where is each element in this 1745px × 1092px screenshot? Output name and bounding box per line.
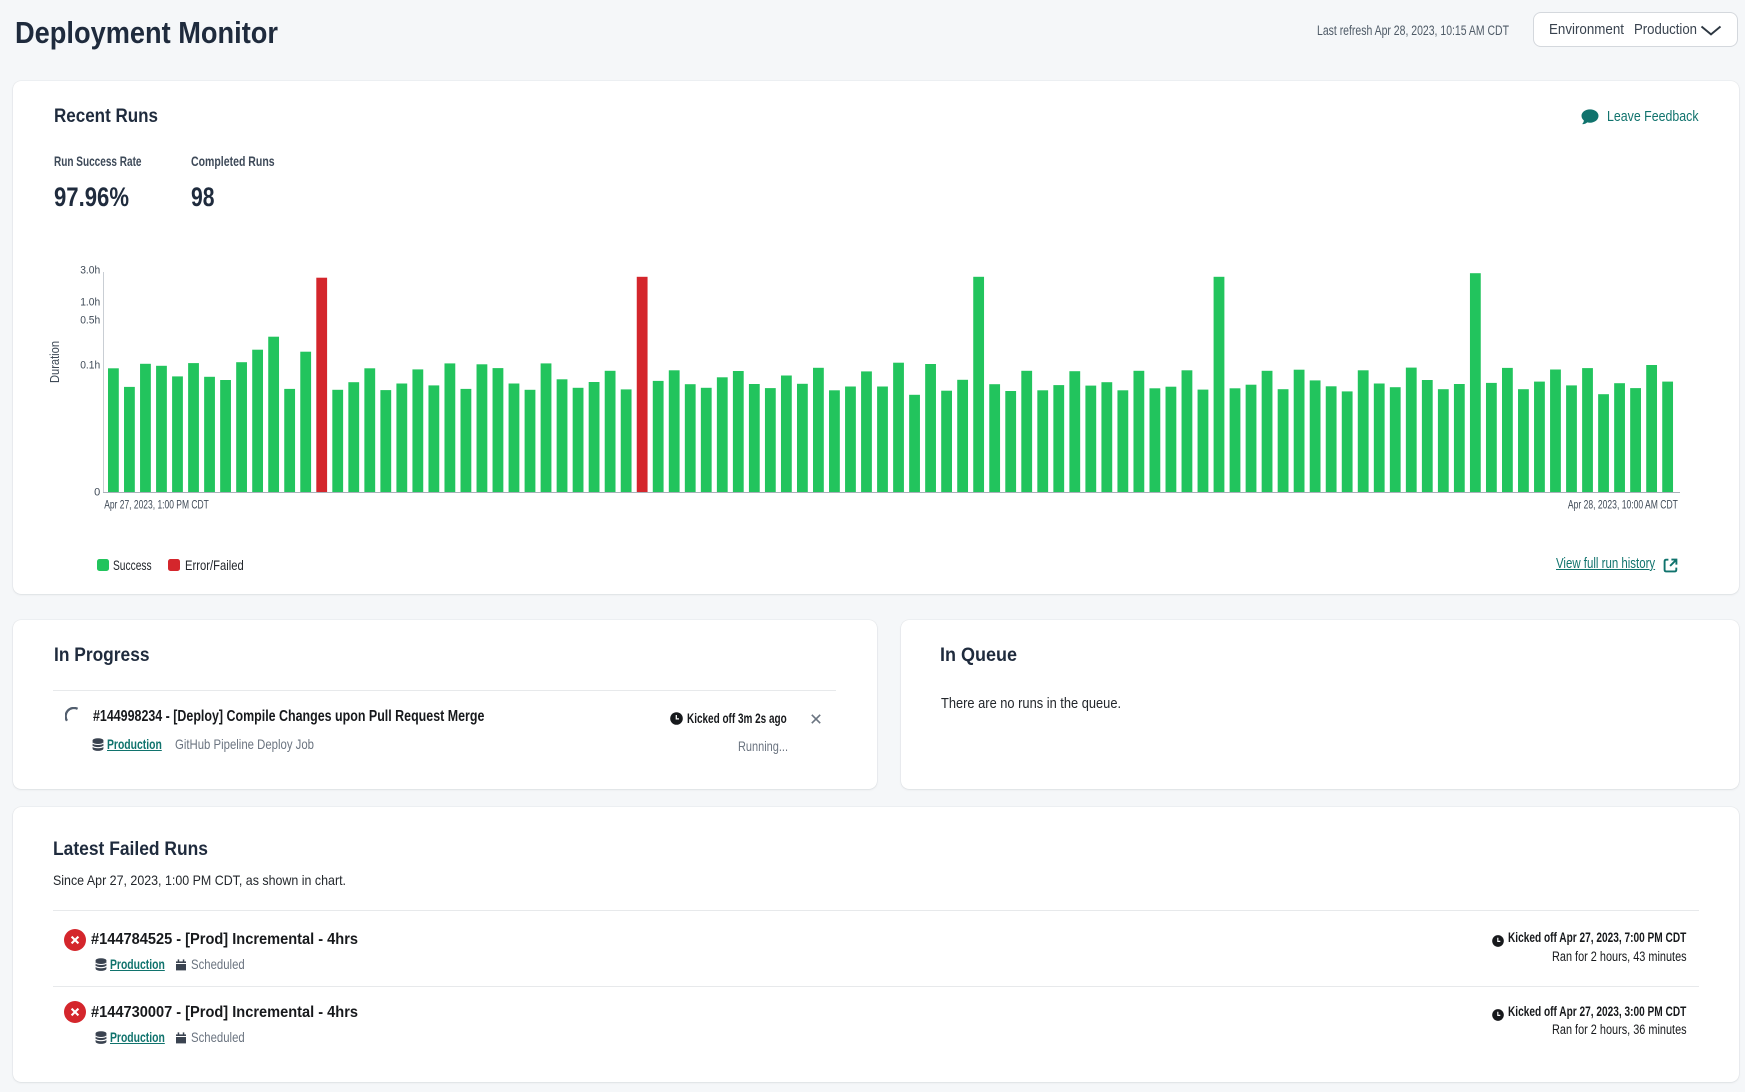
- svg-text:Apr 27, 2023, 1:00 PM CDT: Apr 27, 2023, 1:00 PM CDT: [104, 498, 209, 512]
- svg-text:0.5h: 0.5h: [80, 315, 100, 327]
- svg-text:Duration: Duration: [48, 341, 62, 383]
- svg-text:3.0h: 3.0h: [80, 265, 100, 277]
- svg-text:0: 0: [94, 487, 100, 499]
- svg-text:0.1h: 0.1h: [80, 360, 100, 372]
- svg-text:Apr 28, 2023, 10:00 AM CDT: Apr 28, 2023, 10:00 AM CDT: [1568, 498, 1678, 512]
- svg-text:1.0h: 1.0h: [80, 297, 100, 309]
